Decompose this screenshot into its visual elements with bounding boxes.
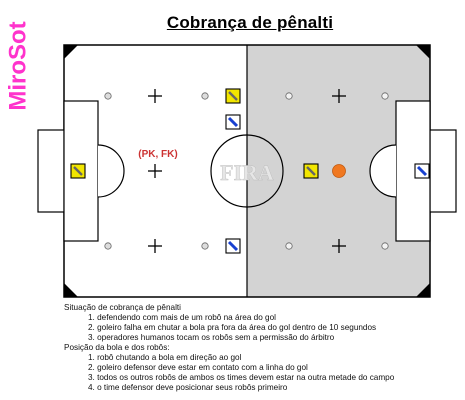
situation-item: 1. defendendo com mais de um robô na áre… [88, 313, 276, 322]
spot-circle [285, 242, 293, 250]
right-penalty-arc [369, 144, 397, 198]
yellow-robot [225, 88, 241, 104]
corner-top-left [64, 45, 78, 59]
situation-item: 2. goleiro falha em chutar a bola pra fo… [88, 323, 377, 332]
right-penalty-area [395, 100, 431, 242]
blue-robot [225, 114, 241, 130]
zone-label: (PK, FK) [138, 149, 177, 160]
position-item: 3. todos os outros robôs de ambos os tim… [88, 373, 395, 382]
ball [332, 164, 346, 178]
spot-circle [285, 92, 293, 100]
brand-logo: MiroSot [5, 21, 32, 110]
fira-watermark: FIRA [220, 160, 274, 185]
rules-notes: Situação de cobrança de pênalti 1. defen… [64, 303, 454, 393]
situation-item: 3. operadores humanos tocam os robôs sem… [88, 333, 335, 342]
plus-mark [148, 89, 162, 103]
center-circle [210, 134, 284, 208]
corner-top-right [416, 45, 430, 59]
yellow-robot [303, 163, 319, 179]
corner-bottom-right [416, 283, 430, 297]
spot-circle [104, 242, 112, 250]
spot-circle [104, 92, 112, 100]
notes-heading-position: Posição da bola e dos robôs: [64, 343, 170, 352]
spot-circle [201, 242, 209, 250]
brand-text: MiroSot [5, 21, 32, 110]
spot-circle [381, 242, 389, 250]
spot-circle [201, 92, 209, 100]
plus-mark [332, 89, 346, 103]
plus-mark [148, 164, 162, 178]
yellow-robot [70, 163, 86, 179]
notes-heading-situation: Situação de cobrança de pênalti [64, 303, 181, 312]
page-title: Cobrança de pênalti [166, 13, 334, 32]
position-item: 4. o time defensor deve posicionar seus … [88, 383, 288, 392]
position-item: 1. robô chutando a bola em direção ao go… [88, 353, 242, 362]
blue-robot [225, 238, 241, 254]
spot-circle [381, 92, 389, 100]
corner-bottom-left [64, 283, 78, 297]
right-goal [429, 129, 457, 213]
plus-mark [148, 239, 162, 253]
soccer-field: FIRA (PK, FK) [37, 44, 457, 298]
blue-robot [414, 163, 430, 179]
left-penalty-arc [97, 144, 125, 198]
plus-mark [332, 239, 346, 253]
position-item: 2. goleiro defensor deve estar em contat… [88, 363, 308, 372]
left-goal [37, 129, 65, 213]
